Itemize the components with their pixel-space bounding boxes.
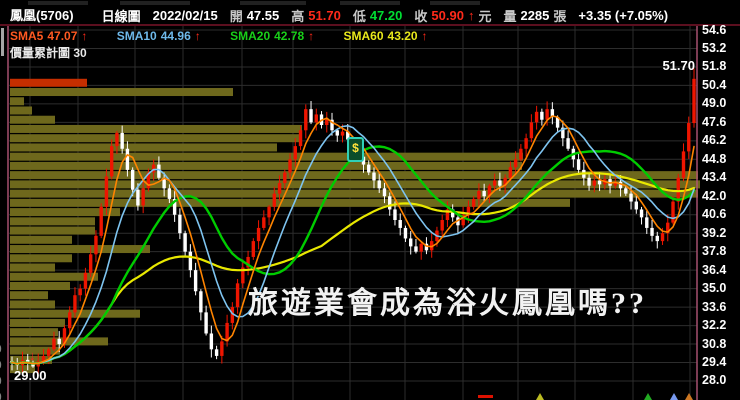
watermark-text: 旅遊業會成為浴火鳳凰嗎?? <box>248 287 647 320</box>
sma20-value: 42.78 <box>274 29 305 43</box>
sma5-value: 47.07 <box>47 29 78 43</box>
sma10-label: SMA10 <box>116 29 157 43</box>
clipped-toolbar-remnant <box>240 1 306 5</box>
price-tick-label: 36.4 <box>702 262 727 277</box>
open-label: 開 <box>229 9 243 24</box>
price-tick-label: 28.0 <box>702 373 727 388</box>
clipped-arrow-marker <box>536 393 544 400</box>
sma-legend-row: SMA5 47.07 ↑ SMA10 44.96 ↑ SMA20 42.78 ↑ SMA60… <box>10 29 432 43</box>
price-tick-label: 29.4 <box>702 355 727 369</box>
low-price-annotation: 29.00 <box>14 368 47 383</box>
clipped-toolbar-remnant <box>28 1 88 5</box>
volume-value: 2285 <box>520 8 550 23</box>
volume-unit: 張 <box>553 9 567 24</box>
volume-label: 量 <box>503 9 517 24</box>
clipped-background-window: 0 0 0 0 <box>0 26 7 400</box>
sma5-up-arrow-icon: ↑ <box>81 29 88 43</box>
price-tick-label: 33.6 <box>702 299 727 314</box>
price-tick-label: 42.0 <box>702 188 727 203</box>
price-tick-label: 53.2 <box>702 40 727 55</box>
close-label: 收 <box>414 9 428 24</box>
price-tick-label: 40.6 <box>702 207 727 222</box>
close-value: 50.90 <box>431 8 464 23</box>
clipped-toolbar-remnant <box>340 1 400 5</box>
sma10-up-arrow-icon: ↑ <box>194 29 201 43</box>
divider-line <box>0 24 740 26</box>
clipped-toolbar-remnant <box>430 1 480 5</box>
clipped-arrow-marker <box>685 393 693 400</box>
sma10-value: 44.96 <box>160 29 191 43</box>
date-label: 2022/02/15 <box>152 8 218 23</box>
price-tick-label: 46.2 <box>702 133 727 148</box>
price-tick-label: 43.4 <box>702 170 727 185</box>
price-tick-label: 44.8 <box>702 151 727 166</box>
chart-type-label[interactable]: 日線圖 <box>101 9 141 24</box>
price-tick-label: 49.0 <box>702 96 727 111</box>
svg-text:↓: ↓ <box>29 348 36 363</box>
high-value: 51.70 <box>308 8 341 23</box>
high-price-annotation: 51.70 <box>662 58 695 73</box>
price-axis: 54.6 53.2 51.8 50.4 49.0 47.6 46.2 44.8 43.4 42.0… <box>700 0 740 400</box>
clipped-arrow-marker <box>644 393 652 400</box>
low-value: 47.20 <box>369 8 403 23</box>
low-label: 低 <box>352 9 366 24</box>
sma5-label: SMA5 <box>10 29 44 43</box>
up-arrow-icon: ↑ <box>467 8 475 23</box>
volume-profile-label: 價量累計圖 30 <box>10 46 87 60</box>
price-tick-label: 37.8 <box>702 244 727 259</box>
sma20-up-arrow-icon: ↑ <box>308 29 315 43</box>
clipped-red-dash <box>478 395 493 398</box>
open-value: 47.55 <box>246 8 280 23</box>
sma60-value: 43.20 <box>387 29 418 43</box>
price-tick-label: 32.2 <box>702 318 727 333</box>
currency-label: 元 <box>478 9 492 24</box>
price-tick-label: 39.2 <box>702 225 727 240</box>
price-tick-label: 51.8 <box>702 59 727 74</box>
sma60-up-arrow-icon: ↑ <box>421 29 428 43</box>
high-label: 高 <box>291 9 305 24</box>
price-tick-label: 47.6 <box>702 114 727 129</box>
title-bar: 鳳凰(5706) 日線圖 2022/02/15 開 47.55 高 51.70 … <box>10 7 740 26</box>
price-tick-label: 35.0 <box>702 281 727 296</box>
price-tick-label: 30.8 <box>702 336 727 351</box>
clipped-toolbar-remnant <box>120 1 190 5</box>
sma60-label: SMA60 <box>343 29 384 43</box>
price-tick-label: 50.4 <box>702 77 727 92</box>
money-marker-badge[interactable]: $ <box>347 137 364 162</box>
change-value: +3.35 (+7.05%) <box>578 8 669 23</box>
sma20-label: SMA20 <box>230 29 271 43</box>
price-tick-label: 54.6 <box>702 22 727 37</box>
clipped-arrow-marker <box>670 393 678 400</box>
